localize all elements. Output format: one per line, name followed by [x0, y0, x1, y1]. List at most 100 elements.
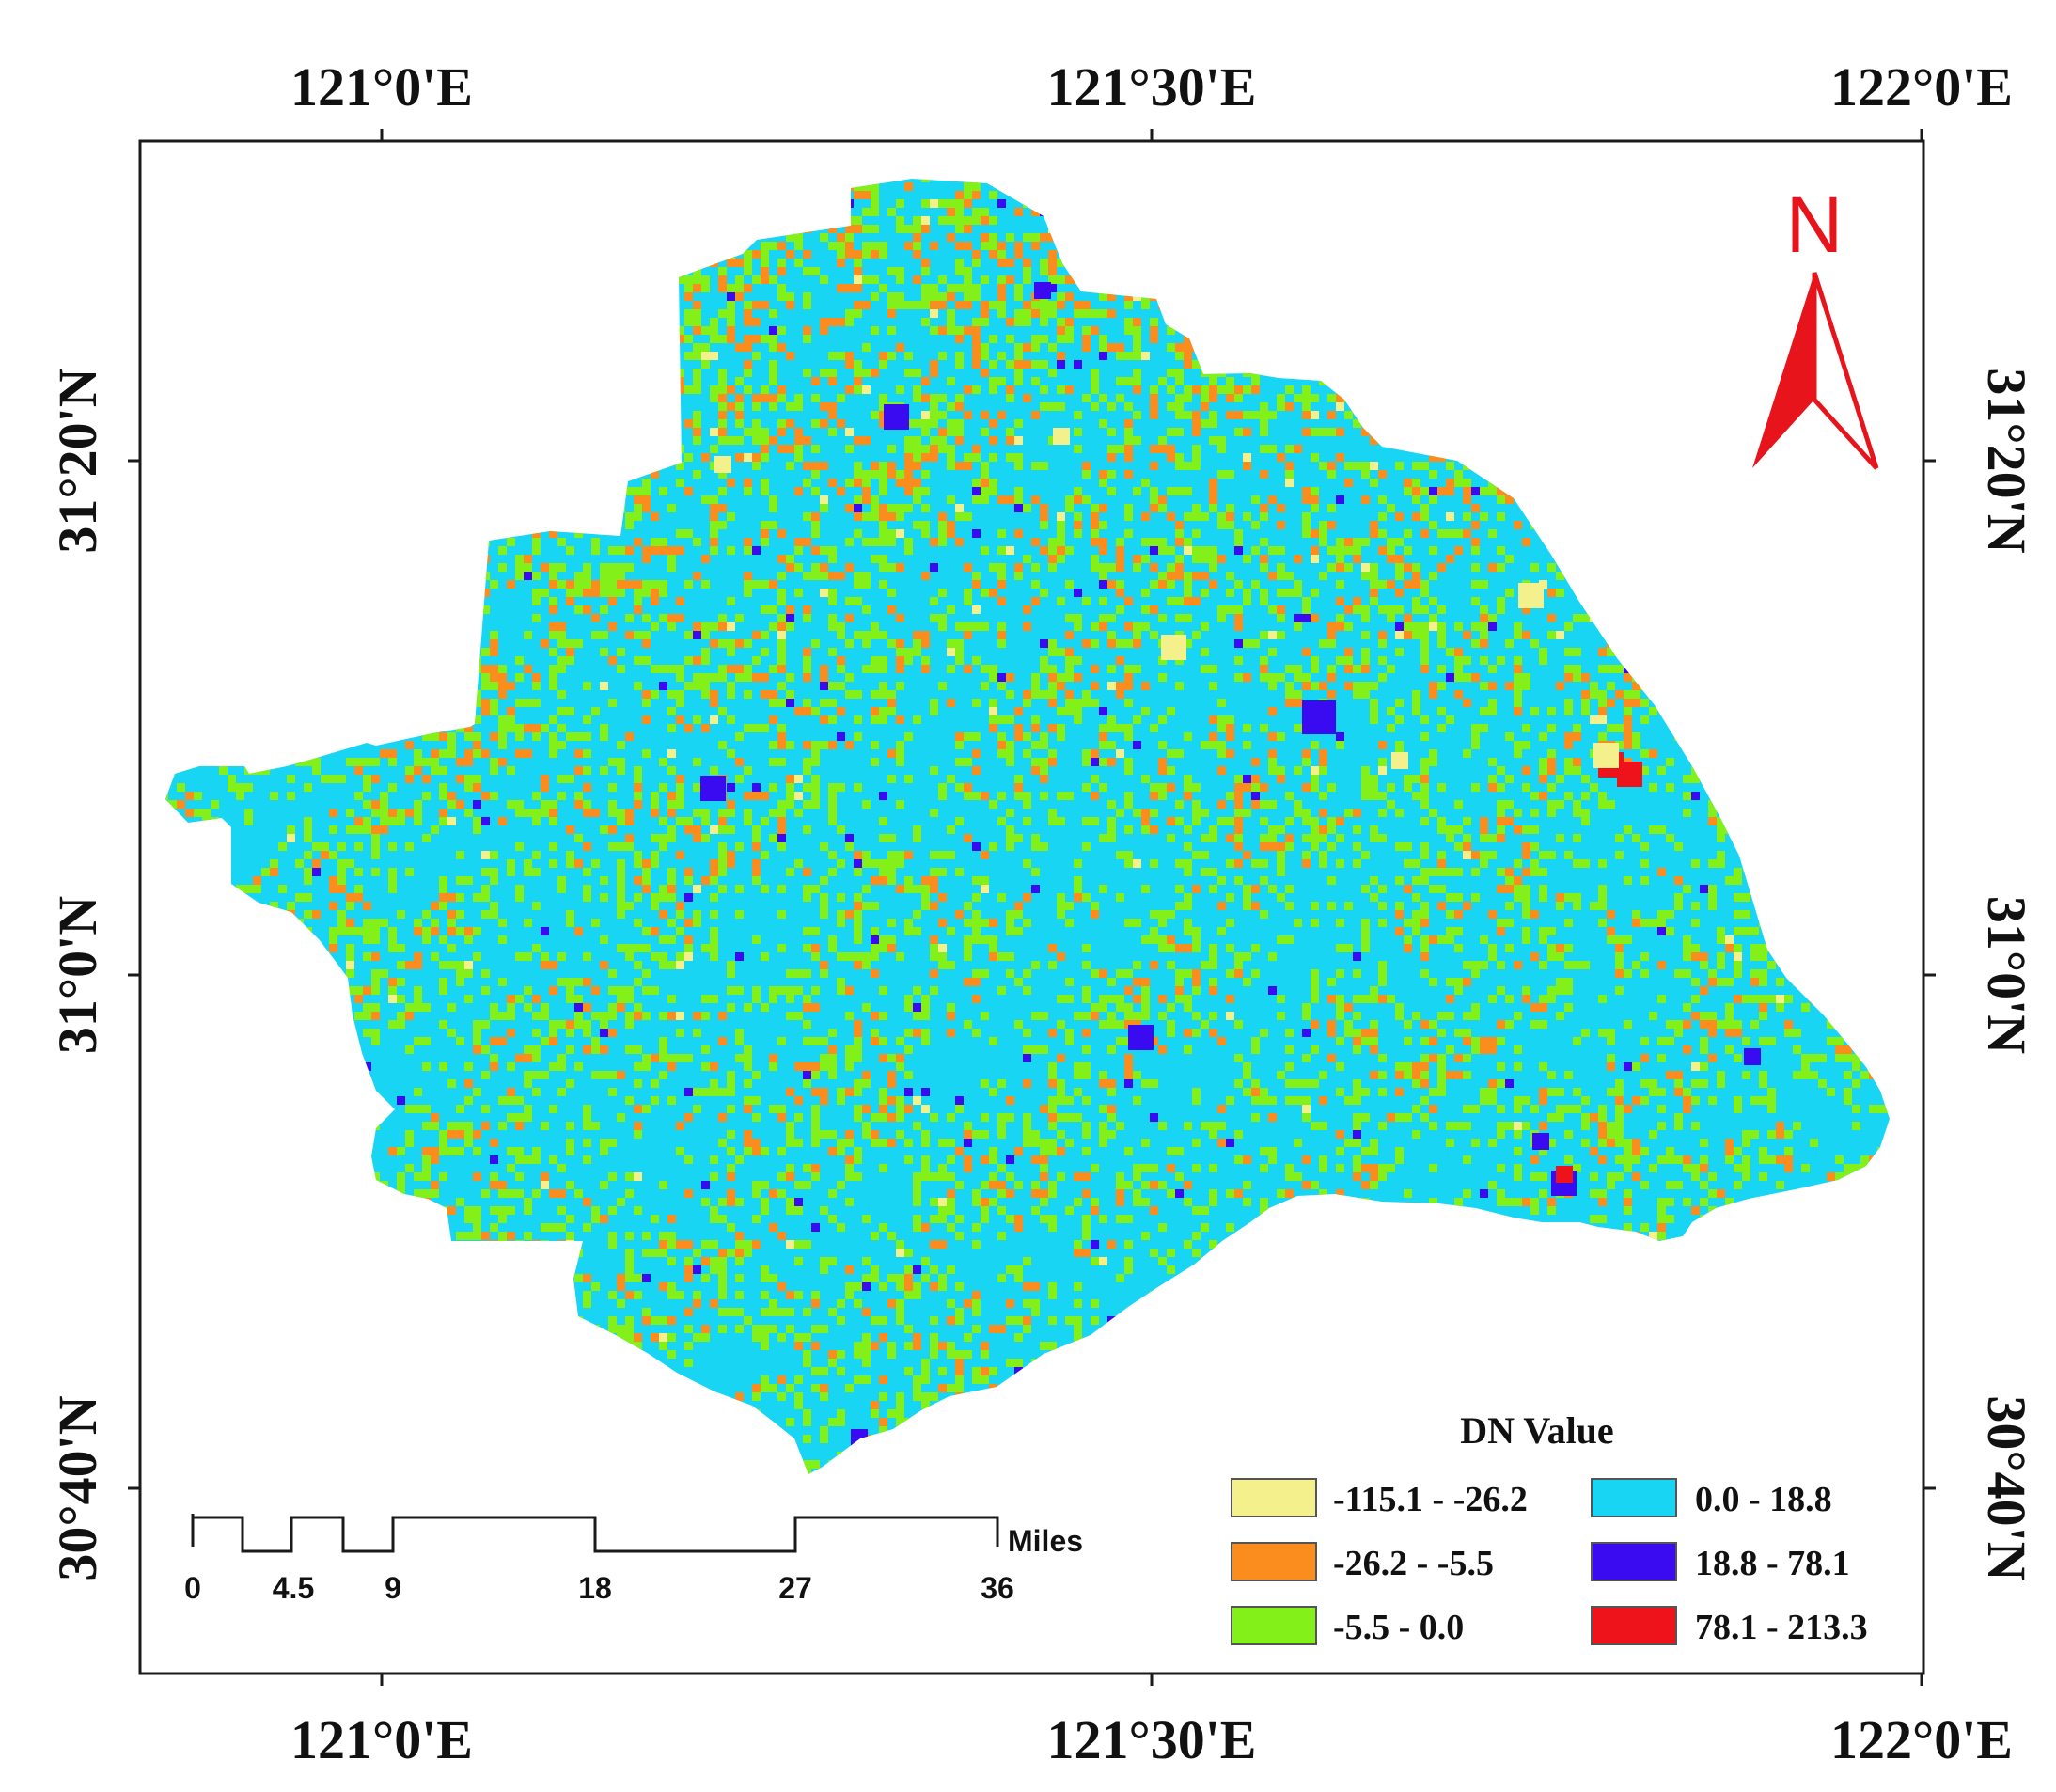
raster-cell	[1285, 665, 1294, 673]
raster-cell	[1454, 656, 1463, 665]
raster-cell	[1370, 580, 1378, 589]
raster-cell	[1556, 572, 1564, 580]
raster-cell	[777, 343, 786, 352]
raster-cell	[634, 656, 642, 665]
raster-cell	[693, 622, 701, 631]
raster-cell	[524, 572, 532, 580]
raster-cell	[684, 352, 693, 360]
raster-cell	[1268, 411, 1277, 419]
raster-cell	[981, 546, 989, 555]
raster-cell	[1370, 479, 1378, 487]
raster-cell	[1429, 622, 1437, 631]
raster-cell	[1624, 699, 1632, 707]
raster-cell	[828, 572, 837, 580]
raster-cell	[1158, 445, 1167, 453]
raster-cell	[1074, 411, 1082, 419]
raster-cell	[1395, 589, 1404, 597]
raster-cell	[930, 614, 938, 622]
raster-cell	[871, 707, 879, 715]
raster-cell	[1150, 580, 1158, 589]
raster-cell	[887, 352, 896, 360]
raster-cell	[837, 572, 845, 580]
raster-cell	[1057, 673, 1065, 682]
raster-cell	[710, 622, 718, 631]
raster-cell	[938, 622, 947, 631]
raster-cell	[871, 495, 879, 504]
raster-cell	[930, 538, 938, 546]
raster-cell	[1065, 648, 1074, 656]
raster-cell	[964, 225, 972, 233]
raster-cell	[777, 639, 786, 648]
raster-cell	[938, 275, 947, 284]
raster-cell	[1514, 665, 1522, 673]
raster-cell	[837, 487, 845, 495]
raster-cell	[1074, 529, 1082, 538]
raster-cell	[1234, 656, 1243, 665]
raster-cell	[1014, 462, 1023, 470]
raster-cell	[1057, 648, 1065, 656]
raster-cell	[828, 369, 837, 377]
raster-cell	[1217, 445, 1226, 453]
raster-cell	[1150, 504, 1158, 512]
raster-cell	[964, 665, 972, 673]
raster-cell	[1268, 673, 1277, 682]
raster-cell	[1420, 631, 1429, 639]
raster-cell	[1031, 690, 1040, 699]
raster-cell	[727, 259, 735, 267]
raster-cell	[1463, 631, 1471, 639]
raster-cell	[1091, 563, 1099, 572]
raster-cell	[667, 707, 676, 715]
raster-cell	[684, 487, 693, 495]
raster-cell	[625, 521, 634, 529]
raster-cell	[1361, 665, 1370, 673]
raster-cell	[1099, 335, 1107, 343]
raster-cell	[1006, 428, 1014, 436]
raster-cell	[1581, 690, 1590, 699]
raster-cell	[1167, 402, 1175, 411]
raster-cell	[921, 411, 930, 419]
raster-cell	[997, 292, 1006, 301]
raster-cell	[997, 377, 1006, 385]
raster-cell	[498, 682, 507, 690]
raster-cell	[1023, 605, 1031, 614]
raster-cell	[752, 453, 761, 462]
raster-cell	[608, 656, 617, 665]
raster-cell	[727, 385, 735, 394]
raster-cell	[1344, 665, 1353, 673]
raster-cell	[1336, 538, 1344, 546]
raster-cell	[1116, 377, 1124, 385]
raster-cell	[1091, 529, 1099, 538]
raster-cell	[1378, 512, 1387, 521]
raster-cell	[1031, 715, 1040, 724]
raster-cell	[617, 546, 625, 555]
raster-cell	[947, 665, 955, 673]
raster-cell	[862, 208, 871, 216]
raster-cell	[845, 352, 854, 360]
raster-cell	[1192, 385, 1201, 394]
raster-cell	[1319, 639, 1327, 648]
raster-cell	[837, 665, 845, 673]
raster-cell	[896, 275, 904, 284]
raster-cell	[591, 631, 600, 639]
raster-cell	[591, 614, 600, 622]
raster-cell	[1336, 428, 1344, 436]
raster-cell	[947, 699, 955, 707]
raster-cell	[1624, 673, 1632, 682]
raster-cell	[769, 521, 777, 529]
raster-cell	[490, 631, 498, 639]
raster-cell	[845, 504, 854, 512]
raster-cell	[1514, 707, 1522, 715]
raster-cell	[634, 580, 642, 589]
raster-cell	[1370, 521, 1378, 529]
raster-cell	[1065, 292, 1074, 301]
raster-cell	[955, 622, 964, 631]
raster-cell	[1040, 267, 1048, 275]
raster-cell	[693, 411, 701, 419]
raster-cell	[1336, 597, 1344, 605]
raster-cell	[1573, 673, 1581, 682]
raster-cell	[549, 673, 557, 682]
raster-cell	[1226, 715, 1234, 724]
raster-cell	[1573, 732, 1581, 741]
raster-cell	[1294, 673, 1302, 682]
raster-cell	[921, 225, 930, 233]
